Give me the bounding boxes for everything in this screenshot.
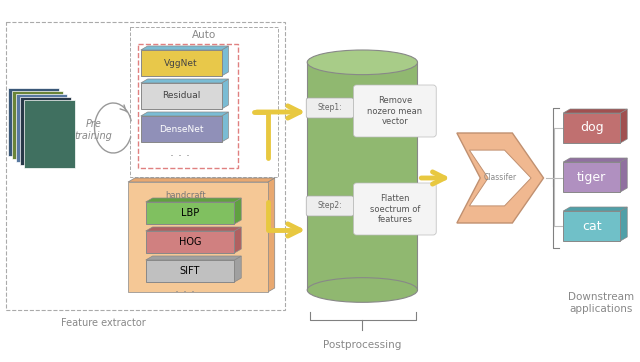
Polygon shape	[146, 256, 241, 260]
Polygon shape	[146, 227, 241, 231]
FancyBboxPatch shape	[128, 182, 268, 292]
Polygon shape	[141, 112, 228, 116]
FancyBboxPatch shape	[141, 83, 221, 109]
Polygon shape	[620, 207, 627, 241]
Text: . . .: . . .	[170, 146, 190, 159]
FancyBboxPatch shape	[306, 98, 353, 118]
FancyBboxPatch shape	[353, 85, 436, 137]
Text: Step1:: Step1:	[317, 104, 342, 113]
FancyBboxPatch shape	[146, 260, 234, 282]
Text: Auto: Auto	[192, 30, 216, 40]
Text: Remove
nozero mean
vector: Remove nozero mean vector	[367, 96, 422, 126]
FancyBboxPatch shape	[146, 231, 234, 253]
Text: Step2:: Step2:	[317, 202, 342, 210]
Polygon shape	[234, 198, 241, 224]
Polygon shape	[221, 46, 228, 76]
Bar	[16, 94, 67, 162]
Text: Classifer: Classifer	[484, 173, 516, 182]
Bar	[24, 100, 75, 168]
Polygon shape	[128, 178, 275, 182]
Polygon shape	[141, 46, 228, 50]
Polygon shape	[469, 150, 531, 206]
Polygon shape	[563, 158, 627, 162]
Text: LBP: LBP	[181, 208, 199, 218]
Polygon shape	[563, 109, 627, 113]
Text: Feature extractor: Feature extractor	[61, 318, 146, 328]
Text: handcraft: handcraft	[165, 191, 205, 200]
Text: . . .: . . .	[175, 282, 195, 295]
Text: Residual: Residual	[162, 92, 200, 101]
FancyBboxPatch shape	[353, 183, 436, 235]
Polygon shape	[620, 158, 627, 192]
Text: DenseNet: DenseNet	[159, 125, 204, 134]
Ellipse shape	[307, 50, 417, 75]
Text: Pre
training: Pre training	[75, 119, 113, 141]
Polygon shape	[457, 133, 543, 223]
Polygon shape	[146, 198, 241, 202]
Polygon shape	[563, 207, 627, 211]
Polygon shape	[268, 178, 275, 292]
Text: VggNet: VggNet	[164, 59, 198, 67]
FancyBboxPatch shape	[306, 196, 353, 216]
Text: SIFT: SIFT	[180, 266, 200, 276]
Bar	[307, 62, 417, 290]
FancyBboxPatch shape	[141, 50, 221, 76]
Bar	[8, 88, 59, 156]
Text: dog: dog	[580, 122, 604, 135]
FancyBboxPatch shape	[146, 202, 234, 224]
FancyBboxPatch shape	[563, 211, 620, 241]
Polygon shape	[221, 79, 228, 109]
Polygon shape	[620, 109, 627, 143]
Text: HOG: HOG	[179, 237, 202, 247]
Text: tiger: tiger	[577, 171, 607, 184]
Polygon shape	[221, 112, 228, 142]
Bar	[12, 91, 63, 159]
FancyBboxPatch shape	[141, 116, 221, 142]
FancyBboxPatch shape	[563, 162, 620, 192]
Text: Downstream
applications: Downstream applications	[568, 292, 634, 313]
Bar	[20, 97, 71, 165]
FancyBboxPatch shape	[563, 113, 620, 143]
Polygon shape	[141, 79, 228, 83]
Polygon shape	[234, 256, 241, 282]
Text: cat: cat	[582, 219, 602, 232]
Text: Postprocessing: Postprocessing	[323, 340, 401, 350]
Text: Flatten
soectrum of
features: Flatten soectrum of features	[370, 194, 420, 224]
Ellipse shape	[307, 278, 417, 302]
Polygon shape	[234, 227, 241, 253]
